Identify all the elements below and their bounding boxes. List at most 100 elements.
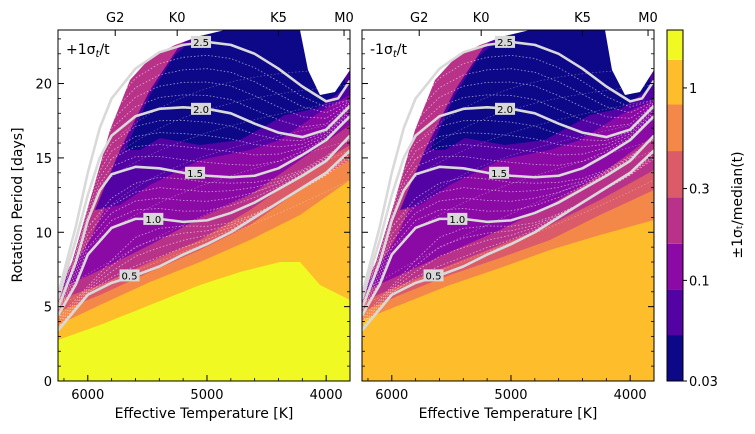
isochrone-label-box <box>191 35 212 48</box>
isochrone-minor <box>362 68 654 297</box>
colorbar-band <box>667 243 683 290</box>
isochrone-labels-left: 0.5 1.0 1.5 2.0 2.5 <box>119 35 212 282</box>
isochrone-minor <box>58 94 350 299</box>
isochrone-label: 1.5 <box>491 169 507 180</box>
heatmap-right <box>362 30 654 381</box>
x-ticks-left: 6000 5000 4000 <box>63 375 351 403</box>
isochrone-label-box <box>143 212 164 225</box>
isochrone-label-box <box>495 35 516 48</box>
x-axis-label-left: Effective Temperature [K] <box>115 406 294 422</box>
isochrone-label: 0.5 <box>426 271 442 282</box>
isochrone-label-box <box>489 166 510 179</box>
panel-label-left: +1σt/t <box>66 42 110 60</box>
colorbar-tick-label: 0.3 <box>689 183 710 198</box>
spectral-tick-label: K0 <box>169 11 186 26</box>
isochrone-label-box <box>495 102 516 115</box>
isochrone-label-box <box>423 269 444 282</box>
x-tick-label: 4000 <box>310 388 343 403</box>
isochrone-line <box>58 149 350 332</box>
isochrone-minor <box>362 158 654 319</box>
heatmap-left <box>58 30 350 381</box>
isochrone-minor <box>362 137 654 313</box>
colorbar-tick-label: 1 <box>689 82 697 97</box>
spectral-ticks-left: G2 K0 K5 M0 <box>106 11 354 36</box>
x-tick-label: 6000 <box>375 388 408 403</box>
colorbar-frame <box>666 29 684 382</box>
colorbar-band <box>667 289 683 336</box>
colorbar: 0.03 0.1 0.3 1 ±1σₜ/median(t) <box>666 29 746 390</box>
isochrone-minor <box>58 81 350 298</box>
isochrone-minor <box>58 154 350 325</box>
isochrone-label: 1.5 <box>187 169 203 180</box>
x-tick-label: 6000 <box>71 388 104 403</box>
isochrone-minor <box>362 154 654 325</box>
spectral-ticks-right: G2 K0 K5 M0 <box>410 11 658 36</box>
spectral-tick-label: K5 <box>574 11 591 26</box>
white-wedge <box>362 30 530 290</box>
colorbar-band <box>667 30 683 60</box>
isochrone-minor <box>362 156 654 322</box>
isochrones-right <box>362 40 654 332</box>
colorbar-band <box>667 151 683 198</box>
panel-right: -1σt/t 6000 5000 4000 G2 K0 K5 M0 0.5 1.0 1.5 2.… <box>361 11 658 403</box>
isochrone-minor <box>58 138 350 310</box>
panel-left: +1σt/t 6000 5000 4000 G2 K0 K5 M0 0 5 10 15 20 0.… <box>35 11 353 403</box>
isochrone-minor <box>362 113 654 307</box>
isochrone-minor <box>362 138 654 310</box>
isochrone-label-box <box>447 212 468 225</box>
y-tick-label: 15 <box>35 152 52 167</box>
isochrone-minor <box>58 156 350 322</box>
isochrones-left <box>58 40 350 332</box>
white-notch <box>605 30 654 95</box>
isochrone-label: 2.0 <box>497 105 513 116</box>
isochrone-label-box <box>119 269 140 282</box>
colorbar-band <box>667 197 683 244</box>
isochrone-minor <box>362 137 654 312</box>
isochrone-minor <box>58 137 350 313</box>
frame-right <box>361 29 655 382</box>
colorbar-band <box>667 335 683 381</box>
isochrone-label: 2.5 <box>193 38 209 49</box>
region-navy <box>430 30 650 150</box>
white-wedge <box>58 30 225 290</box>
x-axis-label-right: Effective Temperature [K] <box>419 406 598 422</box>
y-tick-label: 0 <box>44 375 52 390</box>
spectral-tick-label: G2 <box>106 11 124 26</box>
isochrone-label: 2.0 <box>193 105 209 116</box>
isochrone-minor <box>362 94 654 299</box>
y-axis-label: Rotation Period [days] <box>10 127 26 282</box>
isochrone-label: 1.0 <box>145 215 161 226</box>
isochrone-labels-right: 0.5 1.0 1.5 2.0 2.5 <box>423 35 516 282</box>
y-ticks: 0 5 10 15 20 <box>35 78 350 390</box>
isochrone-line <box>362 149 654 332</box>
spectral-tick-label: K5 <box>270 11 287 26</box>
isochrone-line <box>362 115 654 309</box>
isochrone-minor <box>58 113 350 307</box>
isochrone-minor <box>58 158 350 319</box>
isochrone-label: 0.5 <box>122 271 138 282</box>
isochrone-minor <box>362 152 654 328</box>
colorbar-band <box>667 59 683 105</box>
isochrone-minor <box>362 81 654 298</box>
region-navy <box>125 30 345 150</box>
frame-left <box>57 29 351 382</box>
panel-label-right: -1σt/t <box>370 42 407 60</box>
y-tick-label: 20 <box>35 78 52 93</box>
isochrone-minor <box>58 68 350 297</box>
x-ticks-right: 6000 5000 4000 <box>367 375 655 403</box>
isochrone-minor <box>58 137 350 312</box>
isochrone-line <box>58 115 350 309</box>
y-tick-label: 5 <box>44 301 52 316</box>
colorbar-label: ±1σₜ/median(t) <box>730 151 746 258</box>
isochrone-line <box>58 104 350 300</box>
isochrone-label: 1.0 <box>449 215 465 226</box>
spectral-tick-label: G2 <box>410 11 428 26</box>
x-tick-label: 5000 <box>190 388 223 403</box>
y-tick-label: 10 <box>35 226 52 241</box>
isochrone-minor <box>58 152 350 328</box>
x-tick-label: 4000 <box>614 388 647 403</box>
colorbar-bands <box>667 30 683 381</box>
spectral-tick-label: M0 <box>334 11 354 26</box>
isochrone-minor <box>362 107 654 302</box>
